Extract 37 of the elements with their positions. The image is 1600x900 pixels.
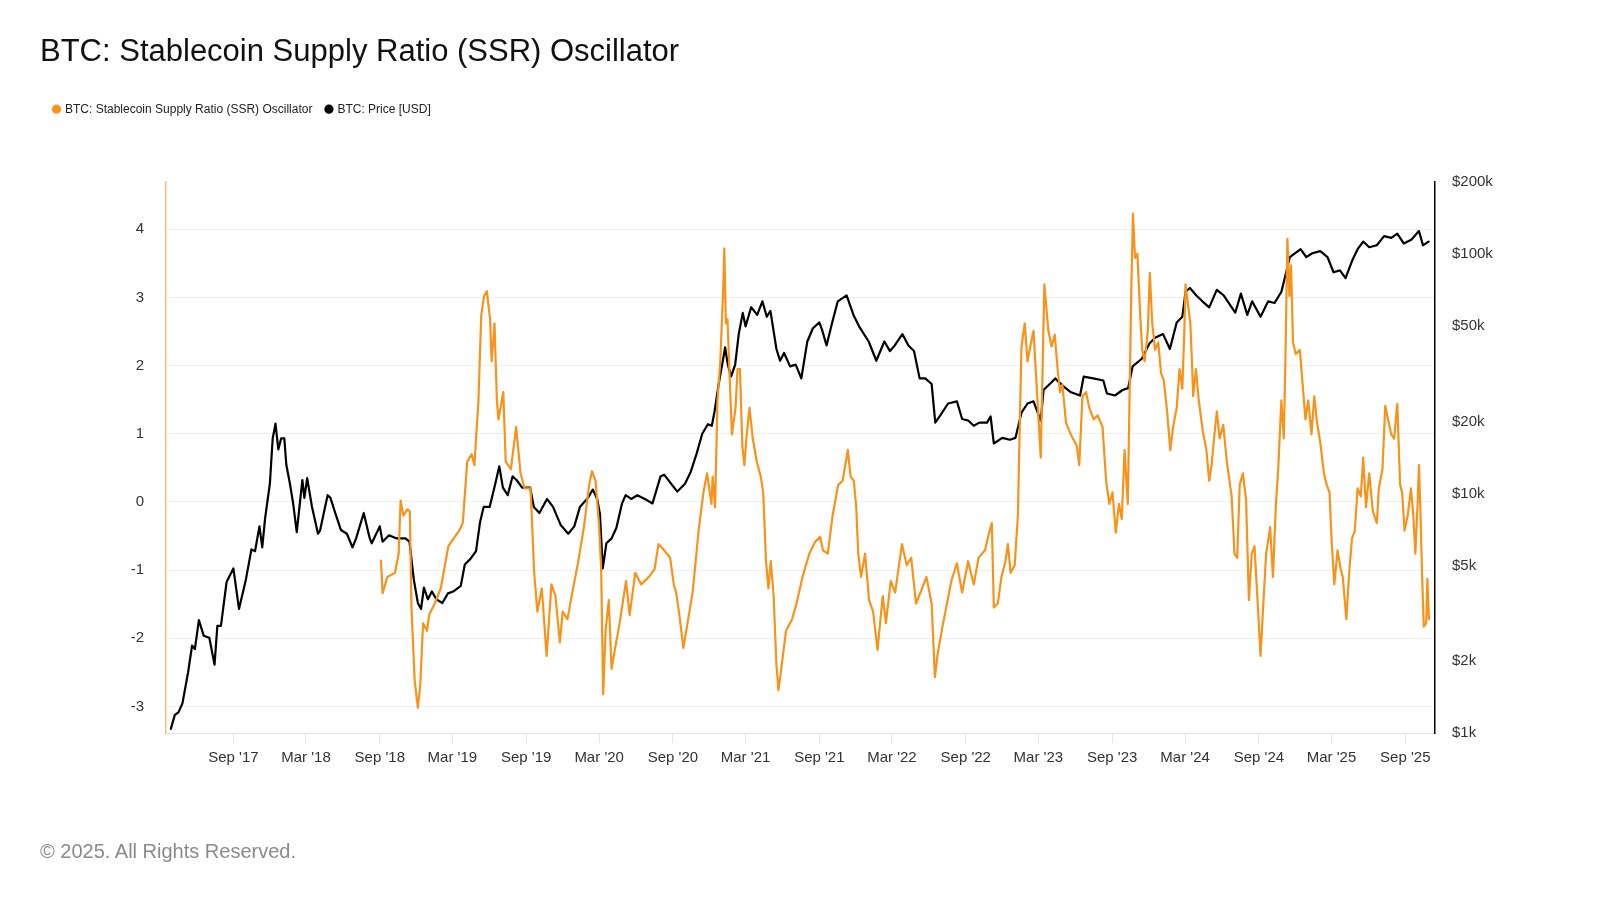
- y2-tick-label: $10k: [1452, 483, 1486, 501]
- y-tick-label: 3: [135, 287, 144, 305]
- y2-tick-label: $100k: [1452, 244, 1494, 262]
- x-tick-label: Mar '25: [1306, 748, 1357, 766]
- y2-tick-label: $2k: [1452, 651, 1477, 669]
- x-tick-label: Mar '19: [427, 748, 478, 766]
- y2-tick-label: $200k: [1452, 172, 1494, 190]
- x-tick-label: Sep '20: [647, 748, 699, 766]
- y2-tick-label: $50k: [1452, 316, 1486, 334]
- x-tick-label: Sep '18: [354, 748, 405, 766]
- text: © 2025. All Rights Reserved.: [40, 839, 296, 863]
- y-tick-label: 1: [135, 423, 144, 441]
- chart-title: BTC: Stablecoin Supply Ratio (SSR) Oscillator: [40, 33, 680, 69]
- legend-label: BTC: Price [USD]: [337, 101, 431, 116]
- x-tick-label: Mar '21: [720, 748, 771, 766]
- x-tick-label: Sep '22: [940, 748, 991, 766]
- x-tick-label: Mar '24: [1160, 748, 1210, 766]
- x-tick-label: Mar '23: [1013, 748, 1064, 766]
- x-tick-label: Mar '22: [867, 748, 917, 766]
- x-tick-label: Sep '23: [1086, 748, 1138, 766]
- y-tick-label: -1: [130, 560, 144, 578]
- y2-tick-label: $20k: [1452, 411, 1486, 429]
- y2-tick-label: $1k: [1452, 723, 1477, 741]
- x-tick-label: Sep '21: [794, 748, 845, 766]
- y-tick-label: -3: [130, 696, 144, 714]
- y2-tick-label: $5k: [1452, 555, 1477, 573]
- x-tick-label: Sep '24: [1233, 748, 1285, 766]
- x-tick-label: Sep '25: [1380, 748, 1431, 766]
- x-tick-label: Sep '17: [208, 748, 259, 766]
- y-tick-label: 0: [135, 492, 144, 510]
- x-tick-label: Mar '20: [574, 748, 624, 766]
- legend-label: BTC: Stablecoin Supply Ratio (SSR) Oscillator: [65, 101, 313, 116]
- y-tick-label: 2: [135, 355, 144, 373]
- y-tick-label: -2: [130, 628, 144, 646]
- y-tick-label: 4: [135, 219, 144, 237]
- x-tick-label: Mar '18: [281, 748, 331, 766]
- x-tick-label: Sep '19: [500, 748, 552, 766]
